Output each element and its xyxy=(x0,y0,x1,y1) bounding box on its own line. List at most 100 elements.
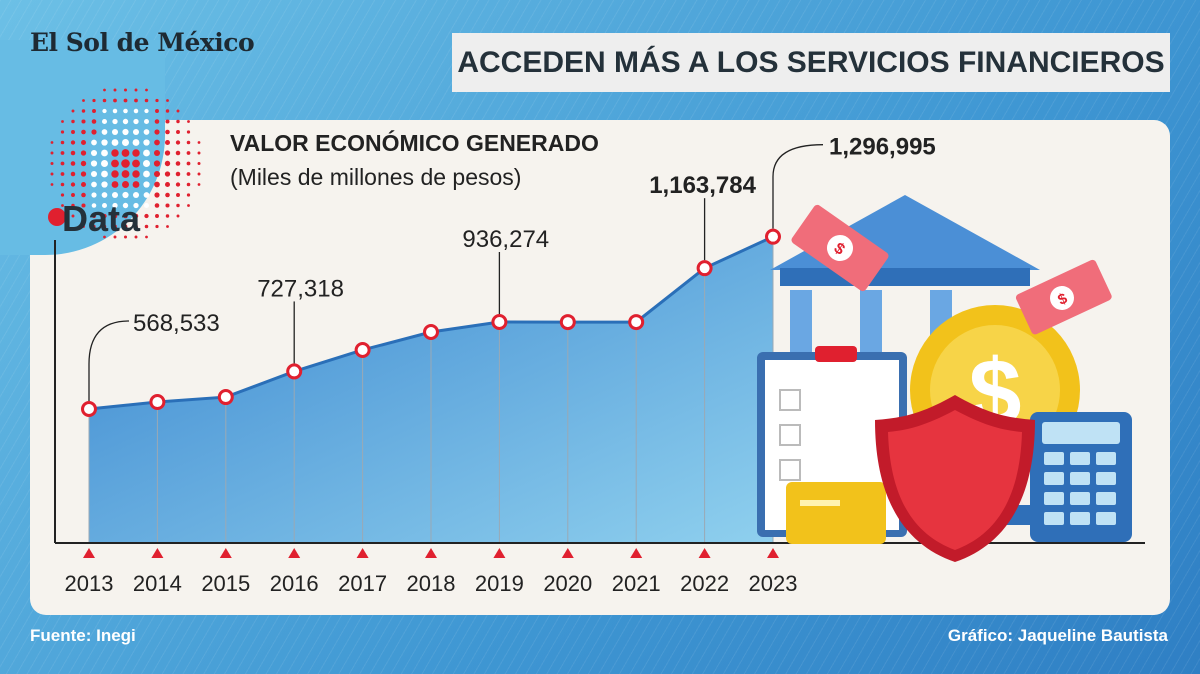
logo-dot xyxy=(81,214,86,218)
logo-dot xyxy=(71,130,75,134)
logo-dot xyxy=(176,214,180,218)
header-title-box: ACCEDEN MÁS A LOS SERVICIOS FINANCIEROS xyxy=(452,33,1170,92)
logo-dot xyxy=(61,204,64,207)
data-label: 936,274 xyxy=(462,226,549,253)
x-tick-marker xyxy=(288,548,301,558)
logo-dot xyxy=(70,182,76,187)
x-tick-marker xyxy=(561,548,574,558)
logo-dot xyxy=(50,172,54,176)
x-tick-marker xyxy=(151,548,164,558)
logo-dot xyxy=(121,159,130,168)
logo-dot xyxy=(164,160,171,167)
logo-dot xyxy=(186,193,191,197)
credit-card-icon xyxy=(786,482,886,544)
logo-dot xyxy=(132,159,140,168)
logo-dot xyxy=(71,119,75,124)
x-tick-marker xyxy=(425,548,437,558)
logo-dot xyxy=(175,182,181,187)
x-tick-label: 2021 xyxy=(612,571,661,596)
logo-dot xyxy=(91,119,97,124)
logo-dot xyxy=(121,149,130,157)
data-point xyxy=(354,341,371,358)
logo-dot xyxy=(112,118,118,125)
logo-dot xyxy=(113,235,117,239)
logo-dot xyxy=(165,129,170,135)
logo-dot xyxy=(50,183,54,186)
logo-dot xyxy=(111,181,119,188)
logo-dot xyxy=(176,130,180,134)
logo-dot xyxy=(186,151,191,155)
logo-dot xyxy=(121,170,130,178)
x-tick-label: 2022 xyxy=(680,571,729,596)
logo-dot xyxy=(153,149,161,157)
logo-dot xyxy=(50,162,54,165)
logo-dot xyxy=(143,170,150,178)
logo-dot xyxy=(113,88,117,92)
logo-dot xyxy=(124,235,127,239)
logo-dot xyxy=(165,109,170,113)
logo-dot xyxy=(91,181,97,188)
logo-dot xyxy=(70,140,76,145)
logo-dot xyxy=(81,203,86,208)
logo-dot xyxy=(143,118,150,125)
x-tick-marker xyxy=(83,548,95,558)
logo-dot xyxy=(166,225,169,228)
logo-dot xyxy=(164,139,171,146)
x-tick-marker xyxy=(630,548,643,558)
logo-dot xyxy=(113,98,117,103)
logo-dot xyxy=(91,192,97,198)
data-label-leader xyxy=(772,144,824,229)
logo-dot xyxy=(80,181,87,188)
logo-dot xyxy=(80,160,87,167)
logo-dot xyxy=(60,182,65,187)
logo-dot xyxy=(92,98,96,103)
x-tick-marker xyxy=(493,548,506,558)
x-tick-marker xyxy=(356,548,369,558)
logo-dot xyxy=(154,119,160,124)
logo-dot xyxy=(81,119,86,124)
logo-dot xyxy=(60,151,65,155)
logo-dot xyxy=(82,225,85,228)
logo-dot xyxy=(143,129,150,135)
calculator-key xyxy=(1070,452,1090,465)
logo-dot xyxy=(145,88,148,92)
logo-dot xyxy=(143,149,150,157)
logo-dot xyxy=(143,139,150,146)
logo-dot xyxy=(154,192,160,198)
logo-dot xyxy=(134,224,138,229)
logo-dot xyxy=(165,192,170,198)
data-label-leader xyxy=(88,320,130,401)
calculator-icon xyxy=(1030,412,1132,542)
x-tick-label: 2020 xyxy=(543,571,592,596)
logo-dot xyxy=(164,181,171,188)
data-label: 568,533 xyxy=(133,310,220,337)
logo-dot xyxy=(71,203,75,208)
logo-dot xyxy=(133,108,139,114)
x-tick-marker xyxy=(767,548,779,558)
logo-dot xyxy=(153,170,161,178)
logo-dot xyxy=(143,160,150,167)
logo-dot xyxy=(101,129,108,135)
calculator-key xyxy=(1044,492,1064,505)
logo-dot xyxy=(112,213,118,219)
logo-dot xyxy=(90,160,98,167)
logo-dot xyxy=(113,224,117,229)
logo-dot xyxy=(101,139,108,146)
x-tick-label: 2014 xyxy=(133,571,182,596)
logo-dot xyxy=(111,139,119,146)
x-tick-marker xyxy=(219,548,232,558)
logo-dot xyxy=(122,139,129,146)
logo-dot xyxy=(155,109,159,113)
logo-dot xyxy=(111,191,119,199)
logo-dot xyxy=(122,128,129,136)
x-tick-label: 2019 xyxy=(475,571,524,596)
data-label: 1,296,995 xyxy=(829,134,936,161)
logo-dot xyxy=(102,224,107,229)
page-title: ACCEDEN MÁS A LOS SERVICIOS FINANCIEROS xyxy=(457,45,1165,79)
x-tick-label: 2015 xyxy=(201,571,250,596)
brand-logo: El Sol de México xyxy=(30,28,255,57)
logo-dot xyxy=(144,98,149,103)
calculator-key xyxy=(1096,472,1116,485)
data-point xyxy=(491,314,508,331)
logo-dot xyxy=(82,99,85,102)
